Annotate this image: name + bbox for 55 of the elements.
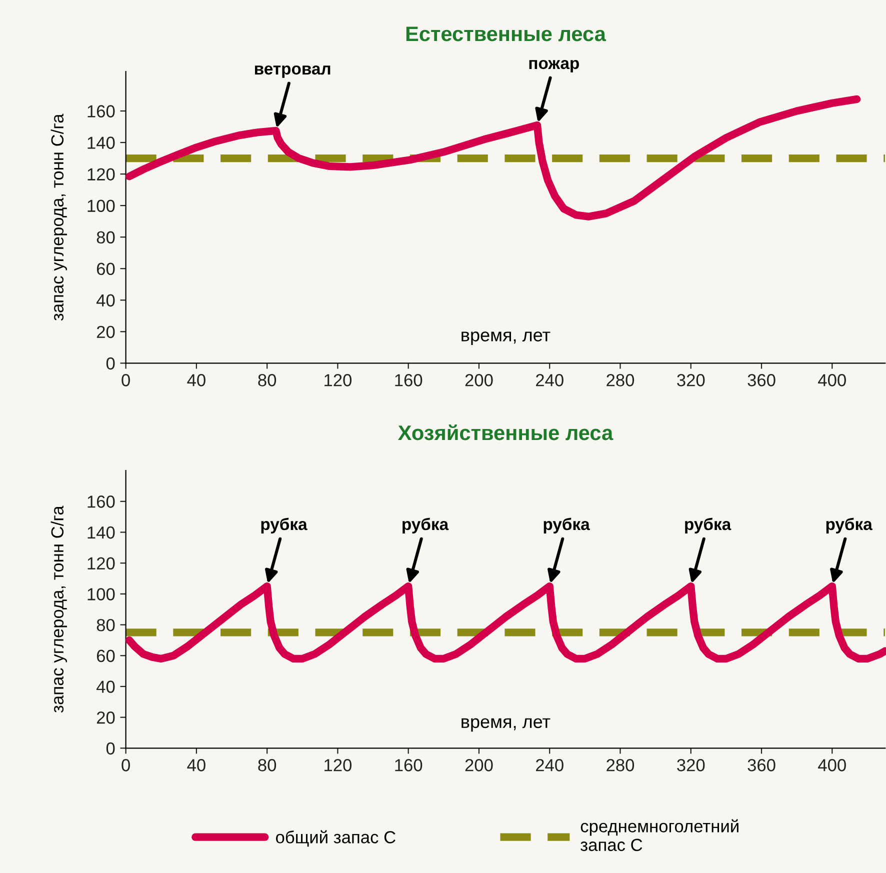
x-tick-label: 360 (748, 759, 776, 772)
x-tick-label: 280 (606, 374, 634, 386)
y-tick-label: 0 (106, 357, 115, 370)
y-tick-label: 60 (96, 262, 115, 276)
x-axis-title: время, лет (462, 718, 550, 732)
y-axis-title: запас углерода, тонн С/га (50, 506, 67, 713)
x-tick-label: 0 (122, 759, 130, 772)
x-tick-label: 0 (122, 374, 130, 386)
y-tick-label: 20 (96, 326, 115, 338)
y-tick-label: 60 (96, 650, 115, 662)
y-tick-label: 80 (96, 618, 115, 632)
x-tick-label: 240 (536, 374, 564, 386)
x-tick-label: 80 (258, 374, 276, 386)
y-tick-label: 20 (96, 711, 115, 724)
legend-label: общий запас С (276, 830, 396, 847)
x-tick-label: 40 (187, 759, 206, 772)
x-axis-title: время, лет (462, 332, 550, 346)
x-tick-label: 160 (395, 759, 422, 772)
y-tick-label: 140 (88, 136, 115, 149)
annotation: пожар (529, 60, 579, 72)
y-tick-label: 40 (96, 294, 115, 307)
x-tick-label: 120 (324, 374, 352, 386)
y-tick-label: 100 (88, 588, 115, 600)
x-tick-label: 360 (748, 374, 776, 386)
y-tick-label: 160 (88, 105, 115, 118)
x-tick-label: 120 (324, 759, 352, 772)
x-tick-label: 80 (258, 759, 276, 772)
chart-title: Хозяйственные леса (398, 424, 614, 440)
x-tick-label: 240 (536, 759, 564, 772)
chart-title: Естественные леса (406, 26, 606, 42)
annotation: рубка (685, 518, 732, 534)
legend-label: среднемноголетний запас С (580, 819, 738, 852)
y-tick-label: 100 (88, 200, 115, 212)
y-tick-label: 120 (88, 557, 115, 570)
annotation: рубка (826, 518, 872, 534)
y-tick-label: 80 (96, 231, 115, 244)
annotation: рубка (261, 518, 308, 534)
annotation: рубка (544, 518, 590, 534)
x-tick-label: 320 (677, 759, 705, 772)
x-tick-label: 400 (818, 374, 846, 386)
y-tick-label: 120 (88, 168, 115, 180)
y-tick-label: 0 (106, 742, 115, 755)
x-tick-label: 200 (465, 374, 493, 386)
y-axis-title: запас углерода, тонн С/га (50, 114, 67, 321)
x-tick-label: 40 (187, 374, 206, 386)
x-tick-label: 400 (818, 759, 846, 772)
x-tick-label: 280 (606, 759, 634, 772)
y-tick-label: 160 (88, 496, 115, 508)
y-tick-label: 140 (88, 526, 115, 539)
x-tick-label: 160 (395, 374, 422, 386)
annotation: рубка (402, 518, 449, 534)
x-tick-label: 200 (465, 759, 493, 772)
annotation: ветровал (255, 65, 330, 78)
y-tick-label: 40 (96, 680, 115, 693)
x-tick-label: 320 (677, 374, 705, 386)
